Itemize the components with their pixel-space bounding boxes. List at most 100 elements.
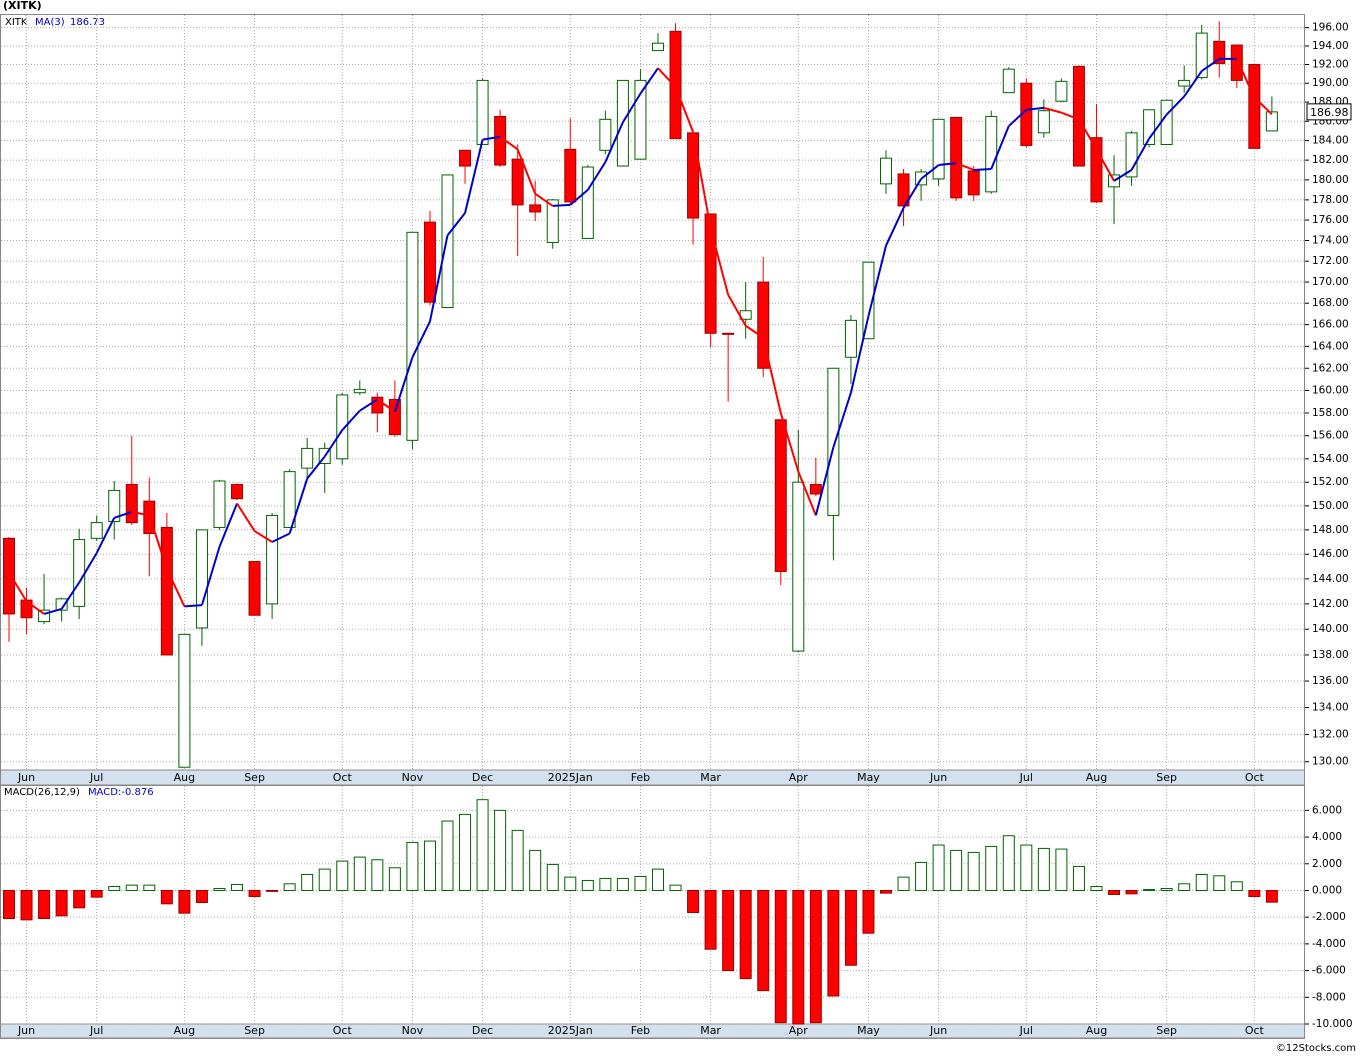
x-tick-label: Jul bbox=[89, 771, 103, 784]
chart-title: (XITK) bbox=[3, 0, 42, 12]
candle-body bbox=[3, 537, 15, 615]
ma-segment bbox=[218, 503, 238, 548]
ma-segment bbox=[1165, 95, 1185, 116]
macd-bar bbox=[862, 889, 875, 934]
ma-segment bbox=[674, 86, 694, 133]
macd-legend-value: -0.876 bbox=[121, 787, 153, 798]
candle-body bbox=[213, 480, 226, 528]
macd-bar bbox=[915, 861, 928, 891]
y-tick-label: 180.00 bbox=[1312, 174, 1349, 186]
macd-bar bbox=[423, 840, 436, 891]
candle-body bbox=[669, 30, 682, 140]
macd-bar bbox=[494, 809, 507, 891]
y-tick-label: 158.00 bbox=[1312, 407, 1349, 419]
macd-bar bbox=[1265, 889, 1278, 903]
ma-segment bbox=[867, 245, 887, 317]
ma-segment bbox=[428, 235, 449, 322]
candle-body bbox=[1125, 132, 1138, 178]
candle-body bbox=[353, 388, 366, 394]
ma-segment bbox=[552, 203, 571, 207]
macd-bar bbox=[1002, 835, 1015, 891]
macd-bar bbox=[459, 813, 472, 891]
macd-legend: MACD:-0.876 bbox=[88, 787, 154, 798]
y-tick-label: 142.00 bbox=[1312, 598, 1349, 610]
candle-body bbox=[195, 529, 208, 629]
candle-body bbox=[599, 118, 612, 151]
macd-bar bbox=[3, 889, 15, 920]
price-panel bbox=[0, 14, 1305, 785]
candle-body bbox=[827, 367, 840, 516]
candle-body bbox=[967, 170, 980, 196]
ma-segment bbox=[586, 161, 607, 191]
macd-bar bbox=[616, 877, 629, 891]
y-tick-label: 164.00 bbox=[1312, 340, 1349, 352]
candle-body bbox=[1055, 80, 1068, 102]
ma-segment bbox=[184, 604, 203, 608]
candle-body bbox=[55, 598, 68, 611]
ma-segment bbox=[1008, 109, 1028, 127]
candle-body bbox=[371, 396, 384, 414]
candle-body bbox=[1265, 111, 1278, 132]
candle-body bbox=[511, 158, 524, 206]
x-tick-label: Aug bbox=[174, 771, 195, 784]
ma-segment bbox=[8, 572, 28, 602]
candle-body bbox=[73, 539, 86, 607]
macd-bar bbox=[213, 887, 226, 891]
ma-segment bbox=[569, 189, 589, 206]
candle-body bbox=[880, 157, 892, 185]
macd-bar bbox=[844, 889, 857, 966]
ma-segment bbox=[25, 600, 45, 615]
macd-bar bbox=[90, 889, 103, 898]
x-tick-label: Dec bbox=[472, 1024, 493, 1037]
macd-bar bbox=[792, 889, 805, 1025]
x-tick-label: May bbox=[857, 771, 880, 784]
y-tick-label: 6.000 bbox=[1312, 804, 1342, 816]
macd-bar bbox=[20, 889, 33, 921]
candle-body bbox=[1002, 68, 1015, 94]
candle-body bbox=[1230, 44, 1243, 81]
candle-body bbox=[441, 174, 454, 309]
x-tick-label: Oct bbox=[333, 771, 353, 784]
y-tick-label: 182.00 bbox=[1312, 154, 1349, 166]
ma-segment bbox=[236, 502, 256, 532]
ma-segment bbox=[1235, 58, 1256, 98]
candle-body bbox=[160, 526, 173, 656]
ma-segment bbox=[43, 607, 62, 615]
y-tick-label: 190.00 bbox=[1312, 77, 1349, 89]
x-tick-label: Jul bbox=[1019, 1024, 1033, 1037]
macd-bar bbox=[1160, 887, 1173, 891]
ma-segment bbox=[165, 568, 186, 607]
candle-body bbox=[388, 398, 401, 436]
macd-bar bbox=[73, 889, 86, 909]
macd-bar bbox=[160, 889, 173, 905]
x-tick-label: Oct bbox=[1245, 771, 1265, 784]
y-tick-label: 184.00 bbox=[1312, 135, 1349, 147]
candle-body bbox=[1213, 40, 1226, 65]
ma-segment bbox=[814, 446, 835, 516]
ma-segment bbox=[95, 517, 116, 554]
candle-body bbox=[722, 332, 735, 335]
macd-bar bbox=[178, 889, 191, 914]
x-tick-label: Jul bbox=[1019, 771, 1033, 784]
candle-body bbox=[564, 148, 577, 203]
ma-segment bbox=[131, 510, 150, 517]
macd-bar bbox=[283, 883, 296, 891]
ma-segment bbox=[1043, 106, 1062, 114]
macd-title: MACD(26,12,9) bbox=[4, 787, 80, 798]
ma-segment bbox=[885, 207, 905, 247]
ma-segment bbox=[60, 582, 80, 610]
ma-segment bbox=[376, 398, 396, 413]
y-tick-label: 136.00 bbox=[1312, 675, 1349, 687]
x-tick-label: 2025Jan bbox=[548, 771, 593, 784]
ma-segment bbox=[200, 546, 221, 606]
candle-body bbox=[336, 394, 349, 460]
macd-bar bbox=[529, 849, 542, 891]
x-tick-label: Aug bbox=[174, 1024, 195, 1037]
y-tick-label: 176.00 bbox=[1312, 214, 1349, 226]
candle-body bbox=[529, 204, 542, 213]
x-tick-label: Feb bbox=[631, 771, 650, 784]
x-tick-label: Jul bbox=[89, 1024, 103, 1037]
macd-bar bbox=[687, 889, 700, 914]
candle-body bbox=[809, 484, 822, 495]
